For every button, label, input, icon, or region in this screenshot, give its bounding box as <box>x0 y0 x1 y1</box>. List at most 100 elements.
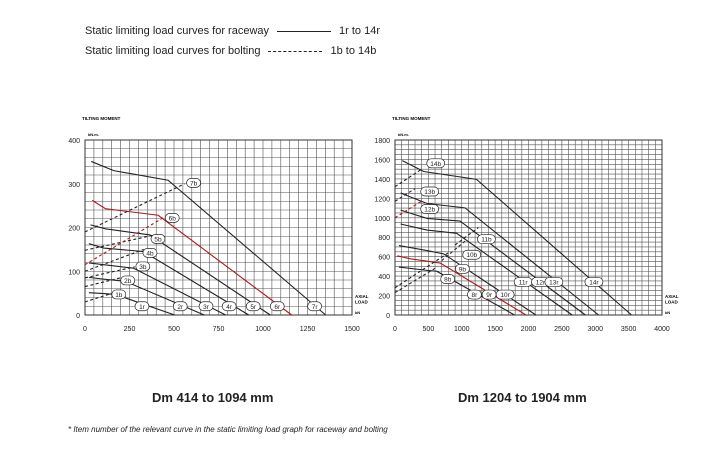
curve-label-badge <box>426 158 446 169</box>
curve-4r <box>88 243 250 316</box>
x-tick-label: 250 <box>124 326 136 333</box>
curve-label-badge <box>135 261 151 272</box>
curve-13b <box>394 188 416 202</box>
y-tick-label: 0 <box>386 313 390 320</box>
solid-line-sample <box>277 30 332 32</box>
plot-frame <box>84 139 353 316</box>
curve-label-7r: 7r <box>312 304 319 311</box>
x-tick-label: 500 <box>168 326 180 333</box>
x-tick-label: 0 <box>393 326 397 333</box>
curve-label-badge <box>245 301 261 312</box>
curve-label-5b: 5b <box>154 236 162 243</box>
curve-label-1b: 1b <box>115 292 123 299</box>
curve-label-badge <box>420 186 440 197</box>
y-tick-label: 600 <box>378 255 390 262</box>
y-tick-label: 1400 <box>374 177 390 184</box>
dashed-line-sample <box>268 50 323 52</box>
y-tick-label: 300 <box>68 182 80 189</box>
curve-label-2r: 2r <box>177 304 184 311</box>
curve-label-badge <box>440 274 456 284</box>
curve-label-1r: 1r <box>139 304 146 311</box>
curve-label-badge <box>467 289 482 300</box>
curve-14r <box>402 160 632 316</box>
curve-label-2b: 2b <box>124 278 132 285</box>
legend-raceway-range: 1r to 14r <box>339 25 380 37</box>
x-tick-label: 1000 <box>454 326 470 333</box>
curve-8r <box>398 266 515 316</box>
curve-label-badge <box>420 204 440 214</box>
x-tick-label: 4000 <box>654 326 670 333</box>
y-tick-label: 1800 <box>374 138 390 145</box>
curve-6r <box>92 199 292 316</box>
curve-label-10r: 10r <box>500 292 510 299</box>
curve-label-badge <box>221 301 237 312</box>
y-tick-label: 1000 <box>374 216 390 223</box>
y-tick-label: 800 <box>378 235 390 242</box>
curve-label-13b: 13b <box>424 189 435 196</box>
curve-label-12r: 12r <box>536 279 546 286</box>
curve-6b <box>84 216 166 266</box>
curve-label-badge <box>172 301 188 312</box>
legend-raceway-label: Static limiting load curves for raceway <box>85 25 270 37</box>
curve-label-4b: 4b <box>146 250 154 257</box>
curve-5r <box>90 224 271 316</box>
x-tick-label: 1250 <box>300 326 316 333</box>
x-tick-label: 3000 <box>587 326 603 333</box>
x-tick-label: 3500 <box>621 326 637 333</box>
curve-label-badge <box>584 277 604 287</box>
y-tick-label: 200 <box>378 294 390 301</box>
curve-label-11b: 11b <box>481 237 492 244</box>
y-axis-unit: kN.m. <box>88 132 99 137</box>
legend-bolting-range: 1b to 14b <box>330 45 377 57</box>
y-tick-label: 1200 <box>374 196 390 203</box>
x-tick-label: 2500 <box>554 326 570 333</box>
x-tick-label: 1500 <box>344 326 360 333</box>
curve-label-6b: 6b <box>169 215 177 222</box>
curve-label-badge <box>269 301 285 312</box>
curve-label-9b: 9b <box>459 266 467 273</box>
curve-label-badge <box>495 289 515 300</box>
y-tick-label: 400 <box>378 274 390 281</box>
curve-label-11r: 11r <box>519 279 529 286</box>
caption-left: Dm 414 to 1094 mm <box>152 390 274 405</box>
curve-7r <box>91 160 327 316</box>
curve-label-badge <box>142 248 158 258</box>
chart-1: 0 250 500 750 1000 1250 1500 0 100 200 300 400 TILTI… <box>68 116 368 333</box>
x-axis-unit: kN <box>665 310 670 315</box>
curve-10r <box>398 245 537 316</box>
y-axis-unit: kN.m. <box>398 132 409 137</box>
y-tick-label: 100 <box>68 269 80 276</box>
curve-label-4r: 4r <box>226 304 233 311</box>
x-tick-label: 1500 <box>487 326 503 333</box>
x-tick-label: 1000 <box>255 326 271 333</box>
y-axis-label: TILTING MOMENT <box>82 116 121 121</box>
curve-label-badge <box>134 301 150 312</box>
curve-7b <box>84 183 185 233</box>
x-tick-label: 500 <box>423 326 435 333</box>
curve-label-badge <box>198 301 214 312</box>
curve-label-badge <box>455 263 470 274</box>
curve-label-badge <box>544 277 564 287</box>
y-tick-label: 200 <box>68 226 80 233</box>
curve-label-12b: 12b <box>424 207 435 214</box>
x-tick-label: 2000 <box>521 326 537 333</box>
x-tick-label: 0 <box>83 326 87 333</box>
curve-11r <box>400 223 573 316</box>
curve-label-3r: 3r <box>203 304 210 311</box>
y-tick-label: 1600 <box>374 157 390 164</box>
x-tick-label: 750 <box>213 326 225 333</box>
curve-2r <box>88 276 205 316</box>
curve-label-9r: 9r <box>486 292 493 299</box>
curve-5b <box>84 234 153 251</box>
curve-label-5r: 5r <box>250 304 257 311</box>
legend-bolting: Static limiting load curves for bolting 1… <box>85 45 376 57</box>
curve-label-8b: 8b <box>444 277 452 284</box>
caption-right: Dm 1204 to 1904 mm <box>458 390 587 405</box>
curve-label-14b: 14b <box>430 161 441 168</box>
curve-label-14r: 14r <box>589 279 599 286</box>
curve-label-badge <box>150 234 166 244</box>
curve-3r <box>88 262 226 316</box>
curve-12r <box>400 209 586 316</box>
curve-label-badge <box>164 213 180 223</box>
